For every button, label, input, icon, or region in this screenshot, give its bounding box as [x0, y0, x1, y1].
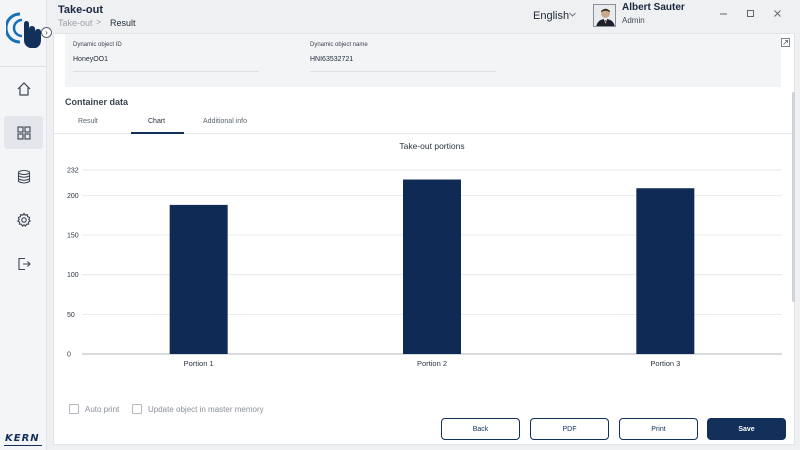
- object-info-panel: Dynamic object ID HoneyOO1 Dynamic objec…: [65, 34, 781, 87]
- pdf-button[interactable]: PDF: [530, 418, 609, 440]
- kern-logo: KERN: [5, 433, 40, 444]
- auto-print-label: Auto print: [85, 404, 120, 414]
- avatar[interactable]: [593, 4, 616, 27]
- section-title: Container data: [65, 97, 129, 107]
- sidebar: KERN: [0, 0, 47, 450]
- maximize-button[interactable]: [744, 9, 756, 21]
- y-tick-label: 232: [67, 168, 79, 175]
- nav-logout[interactable]: [4, 247, 43, 280]
- nav-dashboard[interactable]: [4, 116, 43, 149]
- chart-title: Take-out portions: [399, 141, 464, 151]
- chart-bar: [403, 179, 461, 354]
- update-master-option[interactable]: Update object in master memory: [132, 404, 264, 414]
- tabs-divider: [54, 133, 794, 134]
- active-tab-indicator: [131, 132, 184, 134]
- y-tick-label: 150: [67, 233, 79, 240]
- home-icon: [17, 81, 30, 96]
- take-out-portions-chart: Take-out portions 0 50 100 150 200 232 Portion …: [67, 141, 782, 368]
- tab-chart[interactable]: Chart: [148, 118, 166, 125]
- tab-additional-info[interactable]: Additional info: [203, 118, 247, 125]
- user-name: Albert Sauter: [622, 2, 685, 13]
- nav-settings[interactable]: [4, 203, 43, 236]
- x-tick-label: Portion 2: [417, 359, 447, 368]
- tab-result[interactable]: Result: [78, 118, 98, 125]
- collapse-sidebar-button[interactable]: ›: [41, 27, 52, 38]
- back-button[interactable]: Back: [441, 418, 520, 440]
- main-card: Dynamic object ID HoneyOO1 Dynamic objec…: [53, 33, 795, 445]
- database-icon: [17, 169, 30, 184]
- y-tick-label: 200: [67, 193, 79, 200]
- chart-bar: [636, 188, 695, 354]
- close-button[interactable]: [771, 9, 783, 21]
- breadcrumb-separator: >: [96, 17, 102, 27]
- object-name-label: Dynamic object name: [310, 42, 368, 48]
- object-id-value: HoneyOO1: [73, 56, 109, 63]
- divider: [73, 71, 259, 72]
- nav-home[interactable]: [4, 72, 43, 105]
- x-tick-label: Portion 1: [184, 359, 214, 368]
- minimize-icon: [719, 13, 727, 15]
- print-button[interactable]: Print: [619, 418, 698, 440]
- object-id-label: Dynamic object ID: [73, 42, 122, 48]
- y-tick-label: 100: [67, 272, 79, 279]
- language-select[interactable]: English: [533, 10, 570, 22]
- chevron-down-icon[interactable]: [568, 10, 577, 19]
- gear-icon: [16, 212, 31, 227]
- auto-print-checkbox[interactable]: [69, 404, 79, 414]
- user-role: Admin: [622, 16, 645, 25]
- scrollbar[interactable]: [792, 92, 795, 302]
- breadcrumb-result: Result: [110, 18, 136, 28]
- maximize-icon: [746, 10, 754, 17]
- divider: [310, 71, 496, 72]
- logout-icon: [17, 257, 31, 270]
- user-photo-icon: [594, 5, 615, 26]
- divider: [0, 66, 47, 67]
- chart-bar: [169, 204, 228, 354]
- touch-logo-icon: [6, 12, 41, 48]
- expand-icon[interactable]: [781, 38, 790, 47]
- page-title: Take-out: [58, 4, 104, 16]
- minimize-button[interactable]: [717, 9, 729, 21]
- chevron-right-icon: ›: [45, 28, 48, 37]
- update-master-label: Update object in master memory: [148, 404, 264, 414]
- dashboard-icon: [16, 125, 31, 140]
- header: Take-out Take-out > Result English Alber…: [47, 0, 800, 33]
- breadcrumb-take-out[interactable]: Take-out: [58, 18, 93, 28]
- update-master-checkbox[interactable]: [132, 404, 142, 414]
- auto-print-option[interactable]: Auto print: [69, 404, 119, 414]
- y-tick-label: 50: [67, 312, 75, 319]
- y-tick-label: 0: [67, 352, 71, 359]
- kern-logo-underline: [4, 445, 42, 446]
- object-name-value: HNI63532721: [310, 56, 354, 63]
- nav-database[interactable]: [4, 160, 43, 193]
- close-icon: [773, 10, 781, 17]
- x-tick-label: Portion 3: [650, 359, 680, 368]
- save-button[interactable]: Save: [707, 418, 786, 440]
